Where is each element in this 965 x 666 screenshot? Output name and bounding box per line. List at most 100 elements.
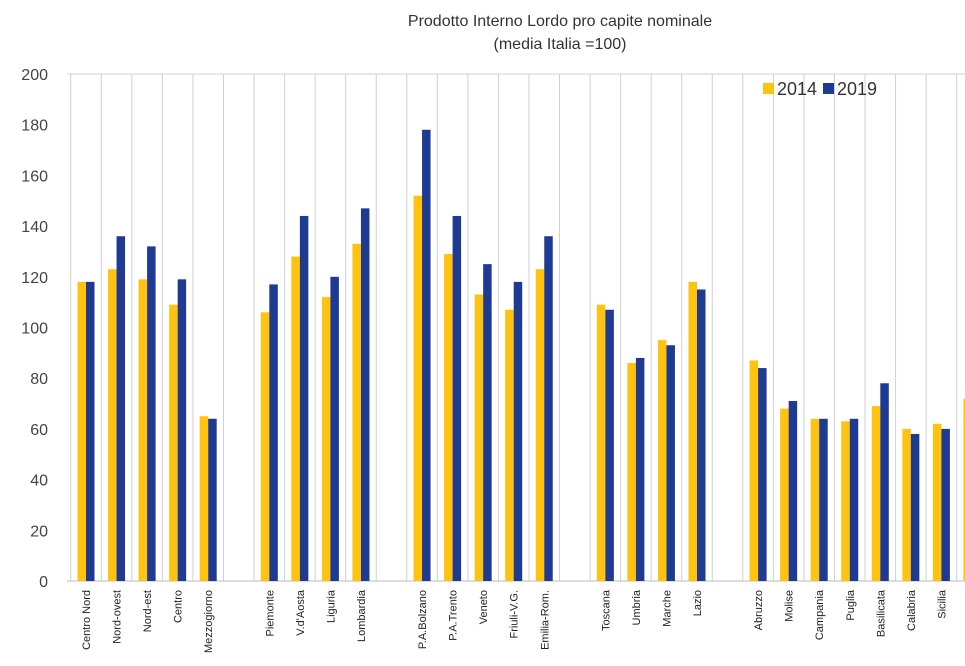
- x-category-label: Lombardia: [356, 589, 368, 642]
- y-tick-label: 200: [21, 67, 48, 84]
- x-category-label: P.A.Bolzano: [417, 590, 429, 649]
- x-category-label: Umbria: [631, 589, 643, 625]
- bars: [77, 129, 965, 582]
- bar-2014-p-a-trento: [444, 253, 453, 582]
- bar-2014-umbria: [627, 362, 636, 581]
- bar-2014-basilicata: [871, 406, 881, 581]
- bar-2014-sicilia: [932, 423, 942, 581]
- x-category-label: Friuli-V.G.: [509, 590, 521, 639]
- y-axis: 0 20 40 60 80 100 120 140 160 180 200: [21, 67, 48, 591]
- y-tick-label: 80: [30, 371, 48, 388]
- bar-2014-liguria: [321, 297, 331, 581]
- bar-2014-molise: [780, 408, 789, 581]
- y-tick-label: 180: [21, 118, 48, 135]
- y-tick-label: 100: [21, 321, 48, 338]
- chart-subtitle-line: (media Italia =100): [494, 36, 627, 53]
- x-category-label: Lazio: [692, 590, 704, 616]
- x-category-label: Liguria: [325, 589, 337, 623]
- bar-2019-v-d-aosta: [299, 215, 309, 581]
- bar-2019-emilia-rom-: [544, 236, 553, 582]
- bar-2019-molise: [788, 401, 798, 581]
- x-category-label: Centro: [173, 590, 185, 623]
- y-tick-label: 140: [21, 219, 48, 236]
- bar-2019-lazio: [697, 289, 706, 581]
- bar-2019-centro-nord: [86, 281, 95, 581]
- bar-2019-p-a-bolzano: [422, 129, 431, 581]
- bar-2014-piemonte: [260, 312, 270, 581]
- bar-2014-abruzzo: [749, 360, 759, 581]
- bar-2019-basilicata: [880, 383, 889, 581]
- x-category-label: Mezzogiorno: [203, 590, 215, 653]
- bar-2014-veneto: [474, 294, 484, 581]
- bar-2019-sicilia: [941, 428, 950, 581]
- x-category-label: V.d'Aosta: [295, 589, 307, 636]
- bar-2019-toscana: [605, 309, 614, 581]
- bar-2014-emilia-rom-: [535, 269, 545, 581]
- x-category-label: Veneto: [478, 590, 490, 624]
- legend-label-2014: 2014: [777, 79, 817, 99]
- bar-2019-p-a-trento: [452, 215, 462, 581]
- bar-2014-nord-ovest: [108, 269, 117, 581]
- legend: 2014 2019: [763, 79, 877, 99]
- x-category-label: Nord-ovest: [112, 590, 124, 644]
- y-tick-label: 60: [30, 422, 48, 439]
- x-category-label: Piemonte: [264, 590, 276, 636]
- y-tick-label: 160: [21, 168, 48, 185]
- x-category-label: P.A.Trento: [448, 590, 460, 641]
- bar-2014-p-a-bolzano: [413, 195, 423, 581]
- y-tick-label: 40: [30, 473, 48, 490]
- x-category-label: Basilicata: [875, 589, 887, 637]
- y-tick-label: 20: [30, 523, 48, 540]
- bar-2014-puglia: [841, 421, 850, 581]
- x-category-label: Molise: [784, 590, 796, 622]
- bar-2019-nord-est: [147, 246, 156, 581]
- chart-title: Prodotto Interno Lordo pro capite nomina…: [408, 13, 712, 53]
- x-category-label: Puglia: [845, 589, 857, 620]
- bar-2019-friuli-v-g-: [513, 281, 523, 581]
- x-category-label: Marche: [661, 590, 673, 627]
- bar-2014-v-d-aosta: [291, 256, 300, 581]
- bar-2014-nord-est: [138, 279, 148, 581]
- grid: [67, 73, 965, 582]
- bar-2014-marche: [657, 340, 667, 581]
- y-tick-label: 0: [39, 574, 48, 591]
- x-category-label: Toscana: [600, 589, 612, 631]
- bar-2014-lazio: [688, 281, 697, 581]
- bar-2014-centro: [169, 304, 178, 581]
- bar-2014-lombardia: [352, 243, 361, 581]
- bar-2014-calabria: [902, 428, 911, 581]
- x-category-label: Sicilia: [936, 589, 948, 619]
- legend-label-2019: 2019: [837, 79, 877, 99]
- x-category-label: Emilia-Rom.: [539, 590, 551, 650]
- bar-2019-mezzogiorno: [208, 418, 217, 581]
- bar-2019-nord-ovest: [116, 236, 126, 582]
- x-category-label: Centro Nord: [81, 590, 93, 650]
- bar-2014-toscana: [596, 304, 606, 581]
- bar-2019-umbria: [635, 357, 645, 581]
- legend-swatch-2014: [763, 83, 774, 94]
- x-category-label: Calabria: [906, 589, 918, 631]
- bar-2014-mezzogiorno: [199, 416, 209, 581]
- bar-2014-sardegna: [963, 398, 965, 581]
- legend-swatch-2019: [823, 83, 834, 94]
- bar-2019-marche: [666, 345, 675, 581]
- bar-2014-friuli-v-g-: [505, 309, 514, 581]
- x-category-label: Nord-est: [142, 590, 154, 632]
- bar-2019-centro: [177, 279, 187, 581]
- bar-2014-campania: [810, 418, 820, 581]
- x-axis-labels: Centro Nord Nord-ovest Nord-est Centro Mezzo…: [81, 589, 948, 653]
- bar-2019-lombardia: [360, 208, 370, 582]
- bar-2014-centro-nord: [77, 281, 86, 581]
- chart-title-line: Prodotto Interno Lordo pro capite nomina…: [408, 13, 712, 30]
- y-tick-label: 120: [21, 270, 48, 287]
- bar-2019-veneto: [483, 264, 492, 581]
- bar-2019-campania: [819, 418, 828, 581]
- bar-2019-puglia: [849, 418, 859, 581]
- bar-2019-calabria: [910, 433, 920, 581]
- bar-2019-liguria: [330, 276, 339, 581]
- bar-2019-piemonte: [269, 284, 278, 581]
- bar-2019-abruzzo: [758, 368, 767, 581]
- x-category-label: Campania: [814, 589, 826, 640]
- x-category-label: Abruzzo: [753, 590, 765, 630]
